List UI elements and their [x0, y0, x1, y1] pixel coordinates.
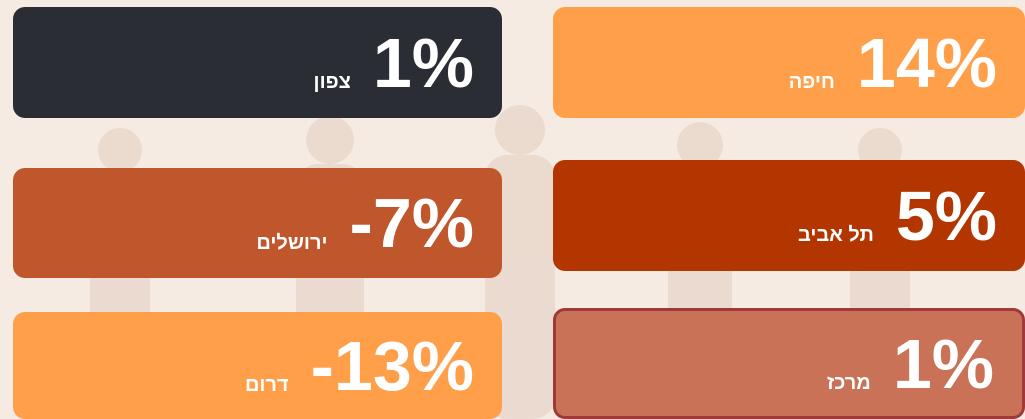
stat-tile: -13% דרום — [13, 312, 502, 419]
stat-value: 5% — [896, 181, 997, 251]
stat-label: צפון — [314, 71, 351, 94]
stat-tile: 5% תל אביב — [553, 160, 1025, 271]
stat-value: -7% — [350, 188, 474, 258]
page: 14% חיפה 1% צפון 5% תל אביב -7% ירושלים 1% מרכז -1… — [0, 0, 1025, 419]
stat-label: חיפה — [789, 71, 835, 94]
stat-value: -13% — [311, 331, 474, 401]
stat-value: 1% — [373, 28, 474, 98]
stat-label: דרום — [245, 374, 289, 397]
stat-tile: 1% מרכז — [553, 308, 1025, 419]
stat-label: תל אביב — [798, 224, 874, 247]
stat-value: 14% — [857, 28, 997, 98]
stat-tile: 1% צפון — [13, 7, 502, 118]
stat-value: 1% — [893, 329, 994, 399]
stat-label: מרכז — [827, 372, 871, 395]
stat-label: ירושלים — [256, 232, 327, 255]
stat-tile: 14% חיפה — [553, 7, 1025, 118]
stat-tile: -7% ירושלים — [13, 168, 502, 278]
